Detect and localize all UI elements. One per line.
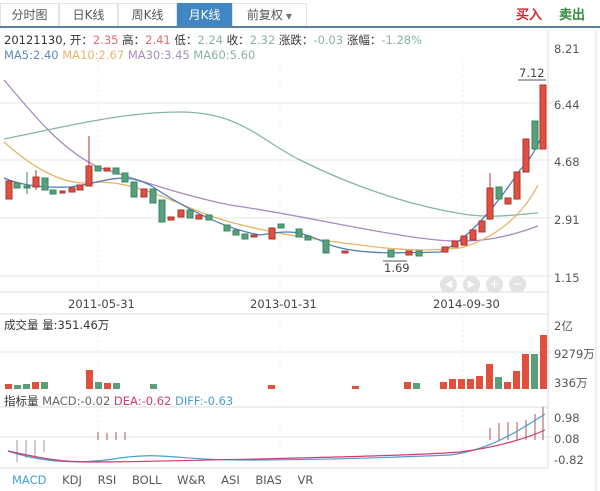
zoom-in-button[interactable]: + [486, 276, 503, 293]
ma5-value: MA5:2.40 [4, 48, 59, 62]
indicator-tabs: MACD KDJ RSI BOLL W&R ASI BIAS VR [12, 473, 325, 487]
indicator-tab-asi[interactable]: ASI [221, 473, 240, 487]
low-value: 2.24 [197, 33, 223, 47]
ma-legend: MA5:2.40 MA10:2.67 MA30:3.45 MA60:5.60 [4, 48, 255, 62]
price-axis-label: 4.68 [554, 155, 580, 169]
tab-weekly-k[interactable]: 周K线 [118, 3, 177, 26]
sell-button[interactable]: 卖出 [559, 8, 586, 23]
ma10-value: MA10:2.67 [62, 48, 125, 62]
date-axis-label: 2014-09-30 [433, 297, 500, 311]
period-tabs: 分时图 日K线 周K线 月K线 前复权 ▼ 买入 卖出 [0, 0, 600, 28]
indicator-tab-rsi[interactable]: RSI [97, 473, 117, 487]
volume-axis-label: 9279万 [554, 347, 595, 361]
tab-daily-k[interactable]: 日K线 [59, 3, 118, 26]
ma30-value: MA30:3.45 [127, 48, 190, 62]
chevron-down-icon: ▼ [285, 12, 293, 21]
indicator-axis-label: -0.82 [554, 453, 584, 467]
volume-value: 量:351.46万 [42, 318, 110, 332]
indicator-tab-bias[interactable]: BIAS [255, 473, 282, 487]
price-axis-label: 8.21 [554, 42, 580, 56]
high-annotation: 7.12 [519, 66, 545, 80]
diff-value: DIFF:-0.63 [175, 394, 234, 408]
tab-intraday[interactable]: 分时图 [0, 3, 59, 26]
arrow-left-icon: ◀ [444, 279, 453, 290]
indicator-tab-vr[interactable]: VR [297, 473, 314, 487]
price-axis-label: 2.91 [554, 213, 580, 227]
change-value: -0.03 [313, 33, 344, 47]
zoom-out-button[interactable]: − [509, 276, 526, 293]
date-axis-label: 2011-05-31 [68, 297, 135, 311]
minus-icon: − [512, 277, 523, 292]
indicator-axis-label: 0.98 [554, 411, 580, 425]
quote-line: 20121130, 开：2.35 高：2.41 低：2.24 收：2.32 涨跌… [4, 33, 423, 47]
indicator-axis-label: 0.08 [554, 432, 580, 446]
indicator-tab-boll[interactable]: BOLL [131, 473, 162, 487]
adjust-dropdown[interactable]: 前复权 ▼ [232, 3, 307, 26]
buy-button[interactable]: 买入 [516, 8, 543, 23]
open-value: 2.35 [92, 33, 119, 47]
date-axis-label: 2013-01-31 [250, 297, 317, 311]
macd-value: MACD:-0.02 [42, 394, 111, 408]
tab-monthly-k[interactable]: 月K线 [177, 3, 232, 26]
arrow-right-icon: ▶ [467, 279, 476, 290]
volume-axis-label: 2亿 [554, 319, 573, 333]
adjust-label: 前复权 [246, 8, 283, 22]
volume-axis-label: 336万 [554, 376, 588, 390]
indicator-tab-macd[interactable]: MACD [12, 473, 47, 487]
price-axis-label: 1.15 [554, 271, 580, 285]
indicator-tab-kdj[interactable]: KDJ [62, 473, 82, 487]
low-annotation: 1.69 [384, 261, 410, 275]
pct-value: -1.28% [381, 33, 423, 47]
close-value: 2.32 [249, 33, 276, 47]
high-value: 2.41 [145, 33, 171, 47]
scroll-left-button[interactable]: ◀ [440, 276, 457, 293]
price-axis-label: 6.44 [554, 98, 580, 112]
plus-icon: + [489, 277, 500, 292]
ma60-value: MA60:5.60 [193, 48, 256, 62]
dea-value: DEA:-0.62 [113, 394, 172, 408]
indicator-header: 指标量 MACD:-0.02 DEA:-0.62 DIFF:-0.63 [4, 394, 234, 408]
volume-header: 成交量 量:351.46万 [4, 318, 110, 332]
indicator-tab-wr[interactable]: W&R [177, 473, 206, 487]
scroll-right-button[interactable]: ▶ [463, 276, 480, 293]
